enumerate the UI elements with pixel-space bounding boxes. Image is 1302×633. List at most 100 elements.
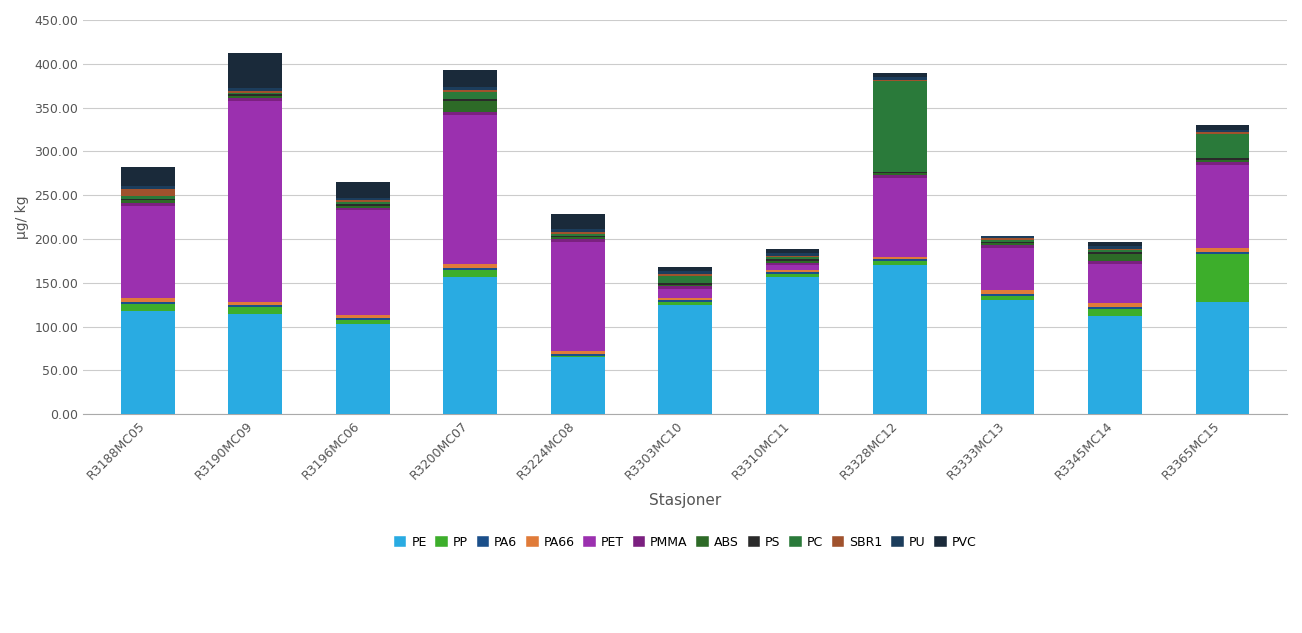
Bar bbox=[659, 276, 712, 283]
Bar bbox=[1195, 252, 1250, 254]
Bar bbox=[1195, 248, 1250, 252]
Bar bbox=[659, 304, 712, 414]
Bar bbox=[1088, 252, 1142, 254]
Bar bbox=[766, 277, 819, 414]
Bar bbox=[121, 189, 174, 196]
Bar bbox=[766, 263, 819, 265]
Bar bbox=[659, 274, 712, 276]
Bar bbox=[443, 270, 497, 277]
Bar bbox=[443, 115, 497, 263]
Bar bbox=[121, 206, 174, 298]
Bar bbox=[228, 96, 283, 98]
Bar bbox=[980, 294, 1034, 296]
Bar bbox=[443, 92, 497, 99]
Bar bbox=[766, 272, 819, 274]
Bar bbox=[1088, 308, 1142, 309]
Bar bbox=[1088, 309, 1142, 316]
Bar bbox=[121, 302, 174, 304]
Bar bbox=[443, 268, 497, 270]
X-axis label: Stasjoner: Stasjoner bbox=[648, 493, 721, 508]
Bar bbox=[1088, 246, 1142, 249]
Bar bbox=[874, 261, 927, 265]
Bar bbox=[336, 315, 389, 318]
Bar bbox=[1195, 302, 1250, 414]
Bar bbox=[1195, 254, 1250, 302]
Bar bbox=[443, 263, 497, 268]
Bar bbox=[551, 214, 604, 229]
Bar bbox=[980, 248, 1034, 290]
Bar bbox=[1195, 158, 1250, 160]
Bar bbox=[766, 253, 819, 256]
Bar bbox=[1088, 249, 1142, 251]
Bar bbox=[980, 238, 1034, 240]
Bar bbox=[980, 290, 1034, 294]
Bar bbox=[980, 244, 1034, 245]
Bar bbox=[121, 203, 174, 206]
Bar bbox=[443, 101, 497, 112]
Bar bbox=[659, 285, 712, 286]
Bar bbox=[874, 259, 927, 261]
Bar bbox=[766, 258, 819, 259]
Bar bbox=[1195, 132, 1250, 134]
Bar bbox=[443, 99, 497, 101]
Bar bbox=[1088, 251, 1142, 252]
Bar bbox=[659, 272, 712, 274]
Legend: PE, PP, PA6, PA66, PET, PMMA, ABS, PS, PC, SBR1, PU, PVC: PE, PP, PA6, PA66, PET, PMMA, ABS, PS, P… bbox=[389, 531, 982, 554]
Bar bbox=[336, 208, 389, 210]
Bar bbox=[1195, 162, 1250, 165]
Bar bbox=[1195, 160, 1250, 162]
Bar bbox=[551, 351, 604, 354]
Bar bbox=[766, 256, 819, 258]
Bar bbox=[874, 173, 927, 175]
Bar bbox=[551, 229, 604, 232]
Bar bbox=[121, 304, 174, 311]
Bar bbox=[443, 70, 497, 87]
Bar bbox=[874, 256, 927, 259]
Bar bbox=[551, 232, 604, 234]
Bar bbox=[228, 98, 283, 101]
Bar bbox=[121, 298, 174, 302]
Bar bbox=[766, 265, 819, 270]
Bar bbox=[874, 77, 927, 80]
Bar bbox=[121, 167, 174, 187]
Bar bbox=[766, 270, 819, 272]
Bar bbox=[659, 267, 712, 272]
Bar bbox=[228, 92, 283, 94]
Bar bbox=[551, 234, 604, 235]
Bar bbox=[336, 198, 389, 201]
Bar bbox=[336, 203, 389, 204]
Y-axis label: μg/ kg: μg/ kg bbox=[16, 196, 29, 239]
Bar bbox=[1088, 263, 1142, 303]
Bar bbox=[1195, 130, 1250, 132]
Bar bbox=[980, 242, 1034, 244]
Bar bbox=[228, 302, 283, 304]
Bar bbox=[228, 101, 283, 302]
Bar bbox=[766, 274, 819, 277]
Bar bbox=[228, 91, 283, 92]
Bar bbox=[874, 73, 927, 77]
Bar bbox=[980, 240, 1034, 242]
Bar bbox=[980, 296, 1034, 301]
Bar bbox=[121, 196, 174, 199]
Bar bbox=[443, 90, 497, 92]
Bar bbox=[228, 53, 283, 89]
Bar bbox=[443, 277, 497, 414]
Bar bbox=[1088, 316, 1142, 414]
Bar bbox=[228, 94, 283, 96]
Bar bbox=[874, 172, 927, 173]
Bar bbox=[766, 249, 819, 253]
Bar bbox=[336, 206, 389, 208]
Bar bbox=[874, 80, 927, 81]
Bar bbox=[659, 283, 712, 285]
Bar bbox=[336, 324, 389, 414]
Bar bbox=[980, 235, 1034, 238]
Bar bbox=[1195, 134, 1250, 158]
Bar bbox=[121, 311, 174, 414]
Bar bbox=[443, 112, 497, 115]
Bar bbox=[228, 313, 283, 414]
Bar bbox=[121, 187, 174, 189]
Bar bbox=[659, 286, 712, 289]
Bar bbox=[443, 87, 497, 90]
Bar bbox=[766, 261, 819, 263]
Bar bbox=[659, 289, 712, 298]
